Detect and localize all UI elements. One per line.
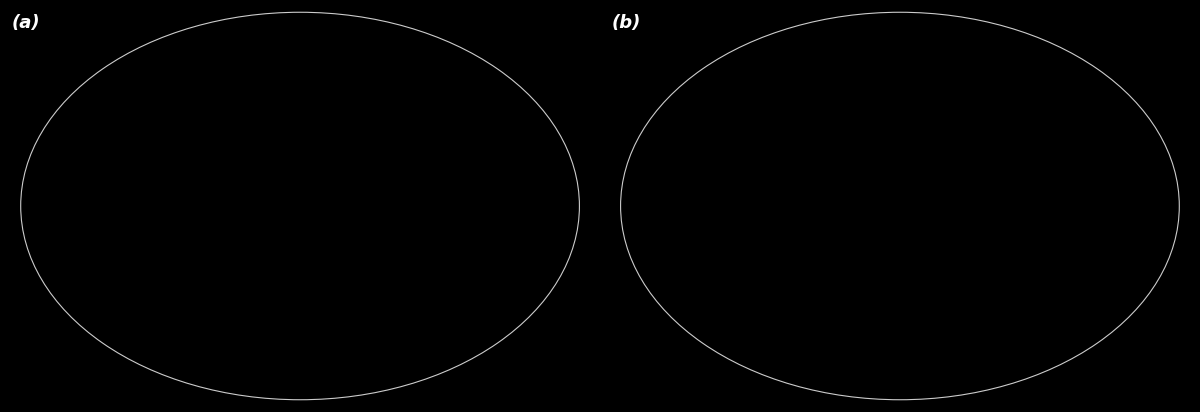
Text: nasal septum: nasal septum [406, 209, 481, 219]
Text: inferior turbinate: inferior turbinate [71, 176, 166, 187]
PathPatch shape [606, 2, 1194, 410]
Text: inferior turbinate: inferior turbinate [852, 361, 948, 371]
Text: middle meatus: middle meatus [1064, 201, 1148, 211]
Text: *: * [252, 192, 266, 220]
Text: nasal septum: nasal septum [653, 234, 728, 243]
Text: middle turbinate: middle turbinate [853, 100, 947, 110]
Text: (b): (b) [612, 14, 641, 32]
Text: *: * [881, 249, 895, 277]
Text: middle
turbinate: middle turbinate [204, 51, 256, 73]
Text: (a): (a) [12, 14, 41, 32]
Text: inferior meatus: inferior meatus [175, 328, 260, 338]
PathPatch shape [6, 2, 594, 410]
